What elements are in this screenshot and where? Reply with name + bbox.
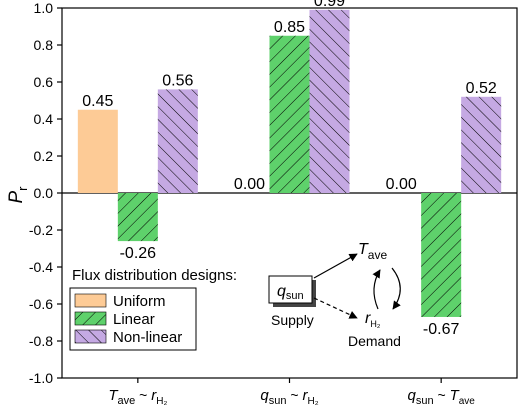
x-tick-label-2: qsun ~ Tave bbox=[407, 387, 475, 407]
y-tick-label: -0.6 bbox=[29, 296, 53, 312]
inset-source-box bbox=[268, 275, 313, 304]
x-tick-label-0: Tave ~ rH₂ bbox=[108, 387, 167, 407]
bar-hatch bbox=[117, 193, 158, 242]
y-axis-ticks: -1.0 -0.8 -0.6 -0.4 -0.2 0.0 0.2 0.4 0.6 0.8 1.0 bbox=[29, 0, 62, 386]
inset-arrow-to-bottom bbox=[313, 297, 358, 319]
inset-diagram: qsun Supply Tave rH₂ Demand bbox=[268, 241, 401, 349]
inset-loop-arrow-up bbox=[372, 269, 381, 310]
legend-label-1: Linear bbox=[113, 311, 155, 328]
y-tick-label: -0.2 bbox=[29, 222, 53, 238]
x-tick-label-1: qsun ~ rH₂ bbox=[260, 387, 318, 407]
inset-supply-label: Supply bbox=[271, 312, 314, 328]
bar-hatch bbox=[269, 35, 310, 193]
bar-value-label: 0.99 bbox=[314, 0, 345, 10]
inset-arrow-to-top bbox=[313, 253, 358, 279]
legend-swatch-hatch bbox=[75, 330, 106, 343]
y-tick-label: 0.0 bbox=[34, 185, 54, 201]
inset-node-bottom-subscript: H₂ bbox=[370, 319, 380, 329]
bar-series bbox=[77, 9, 502, 317]
y-tick-label: 1.0 bbox=[34, 0, 54, 16]
bar-hatch bbox=[421, 193, 462, 317]
legend-swatch-hatch bbox=[75, 312, 106, 325]
bar-hatch bbox=[157, 89, 198, 193]
bar-value-label: -0.26 bbox=[120, 245, 157, 262]
inset-node-top: Tave bbox=[358, 241, 387, 262]
inset-demand-label: Demand bbox=[348, 333, 401, 349]
y-tick-label: 0.6 bbox=[34, 74, 54, 90]
y-tick-label: 0.4 bbox=[34, 111, 54, 127]
y-tick-label: -0.8 bbox=[29, 333, 53, 349]
bar-value-label: 0.00 bbox=[234, 176, 265, 193]
x-axis-ticks: Tave ~ rH₂ qsun ~ rH₂ qsun ~ Tave bbox=[108, 378, 475, 407]
legend: Flux distribution designs: UniformLinear… bbox=[69, 267, 237, 351]
inset-loop-arrow-down bbox=[391, 267, 401, 310]
bar-hatch bbox=[461, 96, 502, 193]
inset-node-top-subscript: ave bbox=[368, 248, 388, 262]
bar-uniform-0 bbox=[77, 109, 118, 193]
bar-data-labels: 0.45 0.00 0.00 -0.26 0.85 -0.67 0.56 0.99 0.52 bbox=[82, 0, 497, 338]
bar-value-label: 0.45 bbox=[82, 93, 113, 110]
y-axis-label: Pr bbox=[6, 186, 30, 204]
bar-value-label: 0.00 bbox=[386, 176, 417, 193]
inset-source-subscript: sun bbox=[286, 290, 304, 302]
bar-value-label: -0.67 bbox=[423, 321, 460, 338]
bar-value-label: 0.52 bbox=[466, 80, 497, 97]
y-tick-label: -1.0 bbox=[29, 370, 53, 386]
inset-node-bottom: rH₂ bbox=[365, 310, 381, 329]
legend-title: Flux distribution designs: bbox=[72, 267, 237, 284]
bar-value-label: 0.85 bbox=[274, 19, 305, 36]
legend-swatch-0 bbox=[74, 293, 107, 308]
y-axis-label-subscript: r bbox=[15, 186, 30, 191]
bar-hatch bbox=[309, 9, 350, 193]
y-tick-label: -0.4 bbox=[29, 259, 53, 275]
y-tick-label: 0.2 bbox=[34, 148, 54, 164]
bar-value-label: 0.56 bbox=[162, 72, 193, 89]
legend-label-0: Uniform bbox=[113, 293, 166, 310]
inset-source: qsun bbox=[277, 283, 304, 302]
y-tick-label: 0.8 bbox=[34, 37, 54, 53]
legend-label-2: Non-linear bbox=[113, 329, 182, 346]
